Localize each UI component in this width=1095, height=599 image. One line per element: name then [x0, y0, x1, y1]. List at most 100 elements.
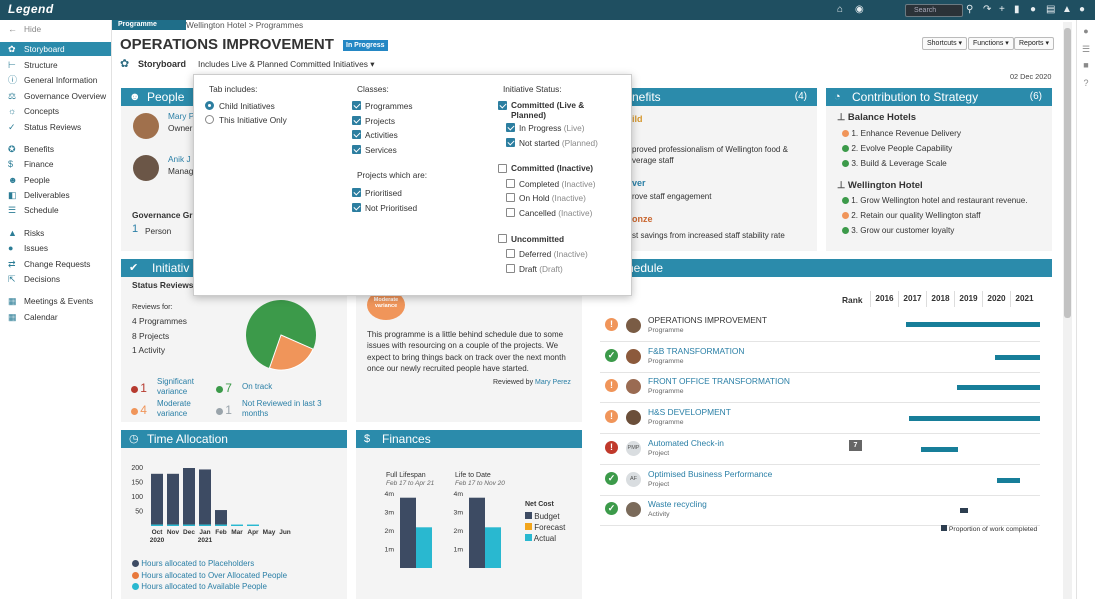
person-name[interactable]: Anik J	[168, 154, 191, 164]
bar-budget[interactable]	[400, 497, 416, 568]
committed-inactive-checkbox[interactable]	[498, 164, 507, 173]
legend-item[interactable]: Forecast	[525, 523, 565, 532]
functions-button[interactable]: Functions ▾	[968, 37, 1014, 50]
completed-checkbox[interactable]	[506, 179, 515, 188]
shortcuts-button[interactable]: Shortcuts ▾	[922, 37, 968, 50]
add-icon[interactable]: +	[999, 4, 1005, 15]
legend-item[interactable]: Hours allocated to Placeholders	[132, 559, 254, 568]
pie-slice-moderate[interactable]	[268, 334, 314, 371]
chat-icon[interactable]: ●	[1030, 4, 1037, 15]
legend-item[interactable]: Hours allocated to Over Allocated People	[132, 571, 287, 580]
deferred-checkbox[interactable]	[506, 249, 515, 258]
bar-placeholders[interactable]	[215, 510, 227, 525]
governance-count[interactable]: 1	[132, 223, 139, 235]
bar-actual[interactable]	[485, 527, 501, 568]
bar-placeholders[interactable]	[199, 469, 211, 525]
bookmark-icon[interactable]: ▮	[1014, 4, 1020, 15]
stat-label[interactable]: Significant variance	[157, 377, 194, 396]
benefit-text[interactable]: rove staff engagement	[632, 192, 712, 201]
sidebar-item-finance[interactable]: $ Finance	[0, 157, 111, 171]
filter-dropdown[interactable]: Includes Live & Planned Committed Initia…	[198, 59, 374, 69]
schedule-row-title[interactable]: Automated Check-in	[648, 437, 724, 448]
home-icon[interactable]: ⌂	[837, 4, 844, 15]
strategy-item[interactable]: 2. Retain our quality Wellington staff	[842, 211, 981, 220]
pie-slice-on-track[interactable]	[246, 300, 316, 369]
user-icon[interactable]: ●	[1079, 4, 1086, 15]
reports-button[interactable]: Reports ▾	[1014, 37, 1054, 50]
in-progress-checkbox[interactable]	[506, 123, 515, 132]
prioritised-checkbox[interactable]	[352, 188, 361, 197]
sidebar-item-people[interactable]: ☻ People	[0, 173, 111, 187]
strategy-item[interactable]: 3. Build & Leverage Scale	[842, 158, 947, 168]
strategy-item[interactable]: 1. Grow Wellington hotel and restaurant …	[842, 196, 1027, 205]
benefit-text[interactable]: proved professionalism of Wellington foo…	[632, 145, 788, 165]
legend-item[interactable]: Actual	[525, 534, 556, 543]
list-icon[interactable]: ☰	[1081, 44, 1091, 54]
gantt-bar[interactable]	[909, 416, 1040, 422]
moderate-variance-stat[interactable]: 4	[131, 403, 147, 417]
schedule-row[interactable]: ✓ Waste recycling Activity	[600, 496, 1040, 527]
not-prioritised-checkbox[interactable]	[352, 203, 361, 212]
sidebar-item-deliverables[interactable]: ◧ Deliverables	[0, 188, 111, 202]
schedule-row[interactable]: ✓ F&B TRANSFORMATION Programme	[600, 343, 1040, 373]
child-initiatives-radio[interactable]	[205, 101, 214, 110]
bar-available[interactable]	[199, 524, 211, 526]
schedule-row-title[interactable]: OPERATIONS IMPROVEMENT	[648, 315, 767, 325]
schedule-row-title[interactable]: Optimised Business Performance	[648, 468, 773, 479]
gantt-bar[interactable]	[960, 508, 968, 514]
schedule-row[interactable]: ! PMP Automated Check-in Project 7	[600, 435, 1040, 465]
sidebar-item-decisions[interactable]: ⇱ Decisions	[0, 272, 111, 286]
bar-actual[interactable]	[416, 527, 432, 568]
schedule-row[interactable]: ! OPERATIONS IMPROVEMENT Programme	[600, 312, 1040, 342]
schedule-row-title[interactable]: Waste recycling	[648, 499, 707, 510]
services-checkbox[interactable]	[352, 145, 361, 154]
sidebar-item-storyboard[interactable]: ✿ Storyboard	[0, 42, 111, 56]
sidebar-item-structure[interactable]: ⊢ Structure	[0, 58, 111, 72]
bar-available[interactable]	[167, 524, 179, 526]
gantt-bar[interactable]	[995, 354, 1040, 360]
sidebar-item-risks[interactable]: ▲ Risks	[0, 226, 111, 240]
stat-label[interactable]: On track	[242, 382, 273, 391]
committed-live-checkbox[interactable]	[498, 101, 507, 110]
strategy-item[interactable]: 2. Evolve People Capability	[842, 143, 952, 153]
gantt-bar[interactable]	[957, 385, 1040, 391]
schedule-row-title[interactable]: F&B TRANSFORMATION	[648, 345, 745, 356]
sidebar-item-status-reviews[interactable]: ✓ Status Reviews	[0, 120, 111, 134]
bar-available[interactable]	[247, 524, 259, 526]
cancelled-checkbox[interactable]	[506, 208, 515, 217]
sidebar-item-meetings-events[interactable]: ▦ Meetings & Events	[0, 294, 111, 308]
sidebar-item-concepts[interactable]: ☼ Concepts	[0, 104, 111, 118]
help-icon[interactable]: ?	[1083, 78, 1089, 88]
schedule-row[interactable]: ! H&S DEVELOPMENT Programme	[600, 404, 1040, 435]
schedule-row[interactable]: ✓ AF Optimised Business Performance Project	[600, 466, 1040, 496]
scrollbar-thumb[interactable]	[1064, 28, 1071, 318]
sidebar-item-benefits[interactable]: ✪ Benefits	[0, 142, 111, 156]
document-icon[interactable]: ▤	[1046, 4, 1056, 15]
sidebar-item-governance-overview[interactable]: ⚖ Governance Overview	[0, 89, 111, 103]
sidebar-item-general-information[interactable]: ⓘ General Information	[0, 73, 111, 87]
projects-checkbox[interactable]	[352, 116, 361, 125]
comment-icon[interactable]: ●	[1083, 26, 1089, 36]
bell-icon[interactable]: ▲	[1062, 4, 1072, 15]
share-icon[interactable]: ↷	[983, 4, 992, 15]
this-initiative-radio[interactable]	[205, 115, 214, 124]
gantt-bar[interactable]	[997, 477, 1020, 483]
bar-budget[interactable]	[469, 497, 485, 568]
schedule-row-title[interactable]: FRONT OFFICE TRANSFORMATION	[648, 376, 790, 387]
activities-checkbox[interactable]	[352, 130, 361, 139]
bar-available[interactable]	[151, 524, 163, 526]
not-started-checkbox[interactable]	[506, 138, 515, 147]
bar-available[interactable]	[231, 524, 243, 526]
breadcrumb[interactable]: Wellington Hotel > Programmes	[186, 20, 304, 30]
strategy-item[interactable]: 1. Enhance Revenue Delivery	[842, 128, 961, 138]
bar-available[interactable]	[215, 524, 227, 526]
on-hold-checkbox[interactable]	[506, 193, 515, 202]
not-reviewed-stat[interactable]: 1	[216, 403, 232, 417]
bar-placeholders[interactable]	[183, 468, 195, 525]
bar-available[interactable]	[183, 524, 195, 526]
benefit-text[interactable]: st savings from increased staff stabilit…	[632, 231, 785, 240]
stat-label[interactable]: Not Reviewed in last 3 months	[242, 399, 322, 418]
significant-variance-stat[interactable]: 1	[131, 381, 147, 395]
globe-icon[interactable]: ◉	[855, 4, 864, 15]
search-input[interactable]: Search	[905, 4, 963, 17]
